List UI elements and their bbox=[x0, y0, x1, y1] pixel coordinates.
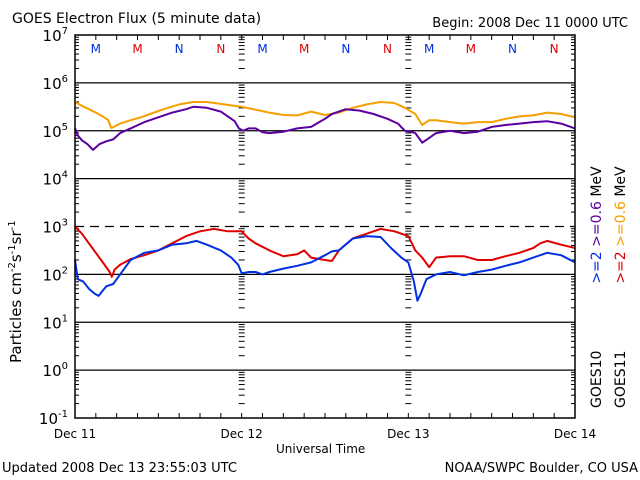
x-axis-title: Universal Time bbox=[276, 442, 366, 456]
legend-goes10-unit: MeV bbox=[589, 166, 605, 197]
series-line-0 bbox=[74, 101, 576, 129]
legend-goes10: GOES10 >=2 >=0.6 MeV bbox=[589, 166, 605, 408]
y-tick-label: 105 bbox=[43, 122, 68, 141]
updated-timestamp: Updated 2008 Dec 13 23:55:03 UTC bbox=[2, 461, 237, 476]
series-line-1 bbox=[74, 105, 576, 151]
legend-goes11-label: GOES11 bbox=[613, 350, 629, 408]
series-line-3 bbox=[74, 235, 576, 302]
begin-time: Begin: 2008 Dec 11 0000 UTC bbox=[432, 16, 628, 31]
plot-frame bbox=[74, 34, 576, 419]
y-tick-label: 103 bbox=[43, 218, 68, 237]
local-time-marker: N bbox=[175, 42, 184, 56]
local-time-marker: M bbox=[257, 42, 267, 56]
y-tick-exponent: 7 bbox=[62, 26, 68, 37]
y-axis-title-sr: sr bbox=[7, 230, 25, 245]
y-tick-label: 104 bbox=[43, 170, 68, 189]
y-tick-base: 10 bbox=[43, 75, 62, 93]
local-time-marker: M bbox=[132, 42, 142, 56]
y-axis-title: Particles cm-2s-1sr-1 bbox=[7, 220, 25, 363]
legend-goes10-e2: >=2 bbox=[589, 251, 605, 284]
y-axis-title-particles: Particles cm bbox=[7, 272, 25, 363]
series-lines bbox=[74, 101, 576, 302]
y-tick-label: 101 bbox=[43, 313, 68, 332]
grid-lines bbox=[75, 82, 575, 371]
y-tick-exponent: 5 bbox=[62, 122, 68, 133]
legend-goes11-e2: >=2 bbox=[613, 251, 629, 284]
y-tick-exponent: -1 bbox=[58, 409, 68, 420]
y-tick-base: 10 bbox=[43, 171, 62, 189]
y-tick-base: 10 bbox=[43, 219, 62, 237]
y-tick-base: 10 bbox=[39, 410, 58, 428]
y-tick-exponent: 1 bbox=[62, 313, 68, 324]
y-tick-label: 107 bbox=[43, 26, 68, 45]
legend-goes11-unit: MeV bbox=[613, 166, 629, 197]
y-tick-exponent: 4 bbox=[62, 170, 68, 181]
local-time-marker: M bbox=[299, 42, 309, 56]
local-time-marker: N bbox=[341, 42, 350, 56]
x-tick-label: Dec 13 bbox=[387, 427, 429, 441]
local-time-marker: N bbox=[216, 42, 225, 56]
y-tick-label: 102 bbox=[43, 265, 68, 284]
y-tick-label: 10-1 bbox=[39, 409, 68, 428]
y-tick-base: 10 bbox=[43, 362, 62, 380]
y-tick-label: 106 bbox=[43, 74, 68, 93]
local-time-marker: M bbox=[466, 42, 476, 56]
x-tick-label: Dec 14 bbox=[554, 427, 596, 441]
local-time-marker: N bbox=[550, 42, 559, 56]
x-tick-label: Dec 11 bbox=[54, 427, 96, 441]
chart-title: GOES Electron Flux (5 minute data) bbox=[12, 11, 262, 27]
legend-goes11: GOES11 >=2 >=0.6 MeV bbox=[613, 166, 629, 408]
y-tick-exponent: 3 bbox=[62, 218, 68, 229]
y-tick-base: 10 bbox=[43, 27, 62, 45]
y-tick-base: 10 bbox=[43, 123, 62, 141]
y-axis-title-s: s bbox=[7, 254, 25, 263]
credit-text: NOAA/SWPC Boulder, CO USA bbox=[444, 461, 638, 476]
legend-goes10-label: GOES10 bbox=[589, 350, 605, 408]
y-tick-base: 10 bbox=[43, 266, 62, 284]
x-tick-label: Dec 12 bbox=[221, 427, 263, 441]
local-time-marker: M bbox=[424, 42, 434, 56]
y-tick-exponent: 0 bbox=[62, 361, 68, 372]
local-time-marker: N bbox=[508, 42, 517, 56]
y-tick-base: 10 bbox=[43, 314, 62, 332]
y-tick-exponent: 2 bbox=[62, 265, 68, 276]
local-time-marker: M bbox=[91, 42, 101, 56]
y-tick-exponent: 6 bbox=[62, 74, 68, 85]
legend-goes11-e06: >=0.6 bbox=[613, 201, 629, 247]
legend-goes10-e06: >=0.6 bbox=[589, 201, 605, 247]
local-time-marker: N bbox=[383, 42, 392, 56]
series-line-2 bbox=[74, 225, 576, 278]
y-tick-label: 100 bbox=[43, 361, 68, 380]
